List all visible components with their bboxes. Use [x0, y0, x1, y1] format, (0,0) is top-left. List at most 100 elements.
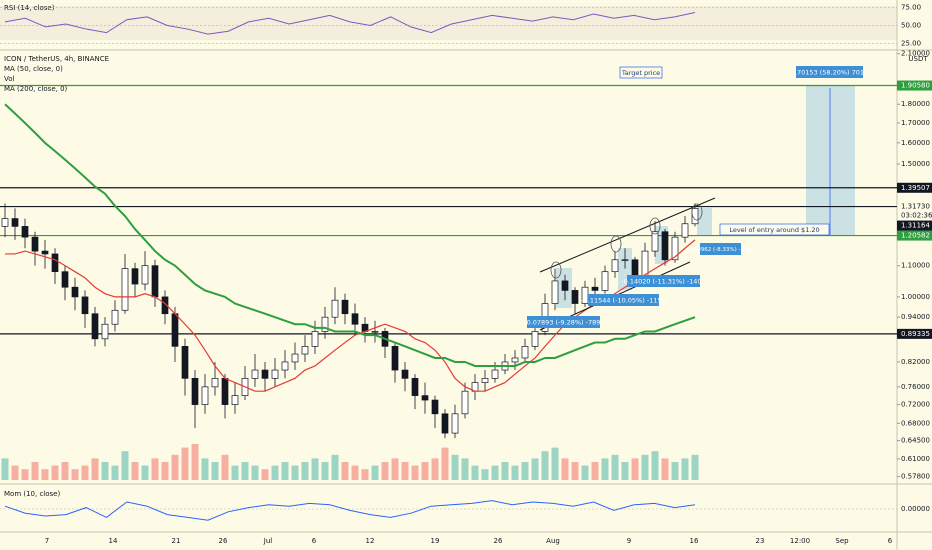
level-label: 1.39507 — [901, 184, 930, 192]
peak-circle — [550, 261, 562, 279]
volume-bar — [661, 458, 669, 480]
volume-bar — [501, 462, 509, 480]
candle-body — [301, 345, 309, 355]
peak-circle — [610, 235, 622, 253]
candle-body — [141, 265, 149, 285]
volume-bar — [331, 454, 339, 480]
candle-body — [151, 265, 159, 298]
volume-bar — [271, 465, 279, 480]
last-price-tag — [897, 220, 932, 231]
volume-bar — [491, 465, 499, 480]
volume-bar — [471, 465, 479, 480]
x-tick-label: 6 — [312, 537, 317, 545]
annotation-box — [796, 66, 863, 78]
x-tick-label: 9 — [627, 537, 631, 545]
candle-body — [231, 395, 239, 405]
candle-body — [101, 323, 109, 340]
volume-bar — [251, 465, 259, 480]
annotation: 0.70153 (58.20%) 7015 — [791, 69, 868, 77]
volume-bar — [61, 462, 69, 480]
y-tick-label: 0.64500 — [901, 437, 930, 445]
candle-body — [161, 296, 169, 315]
volume-bar — [181, 447, 189, 480]
level-label: 1.20582 — [901, 232, 930, 240]
volume-bar — [571, 462, 579, 480]
y-tick-label: 0.72000 — [901, 401, 930, 409]
unit-label: USDT — [908, 55, 928, 63]
candle-body — [451, 413, 459, 434]
candle-body — [351, 313, 359, 325]
last-price-label: 1.31164 — [901, 222, 930, 230]
volume-bar — [521, 462, 529, 480]
volume-bar — [81, 465, 89, 480]
volume-bar — [101, 462, 109, 480]
candle-body — [311, 331, 319, 347]
y-tick-label: 1.10000 — [901, 262, 930, 270]
candle-body — [181, 345, 189, 379]
volume-bar — [161, 462, 169, 480]
volume-bar — [21, 469, 29, 480]
annotation-box — [627, 275, 700, 287]
volume-bar — [361, 469, 369, 480]
volume-bar — [41, 469, 49, 480]
y-tick-label: 75.00 — [901, 4, 921, 12]
x-tick-label: 6 — [888, 537, 893, 545]
y-tick-label: 25.00 — [901, 39, 921, 47]
volume-bar — [191, 444, 199, 480]
mom-legend: Mom (10, close) — [4, 490, 60, 498]
volume-bar — [541, 451, 549, 480]
volume-bar — [261, 469, 269, 480]
volume-bar — [171, 454, 179, 480]
volume-bar — [441, 447, 449, 480]
candle-body — [201, 386, 209, 405]
candle-body — [431, 399, 439, 415]
y-tick-label: 0.00000 — [901, 505, 930, 513]
annotation-box — [700, 243, 741, 255]
candle-body — [341, 299, 349, 315]
measure-region — [697, 208, 712, 236]
candle-body — [561, 280, 569, 291]
annotation-box — [527, 316, 600, 328]
volume-bar — [421, 462, 429, 480]
candle-body — [41, 250, 49, 255]
annotation: Target price — [621, 69, 660, 77]
annotation: -0.14020 (-11.31%) -1402 — [621, 278, 705, 286]
x-tick-label: 19 — [431, 537, 440, 545]
volume-bar — [651, 451, 659, 480]
candle-body — [571, 290, 579, 304]
x-tick-label: 12 — [366, 537, 375, 545]
volume-bar — [631, 458, 639, 480]
candle-body — [591, 286, 599, 291]
candle-body — [651, 231, 659, 252]
candle-body — [371, 331, 379, 333]
volume-bar — [381, 462, 389, 480]
candle-body — [271, 369, 279, 379]
candle-body — [131, 268, 139, 285]
candle-body — [61, 271, 69, 288]
candle-body — [21, 226, 29, 238]
candle-body — [621, 259, 629, 261]
indicator-line — [4, 12, 696, 35]
volume-bar — [561, 458, 569, 480]
moving-average — [5, 239, 696, 392]
annotation: 0.07893 (-9.28%) -789 — [527, 319, 601, 327]
volume-bar — [401, 462, 409, 480]
volume-bar — [11, 465, 19, 480]
volume-bar — [691, 454, 699, 480]
candle-body — [171, 313, 179, 347]
rsi-band — [0, 6, 897, 40]
level-label: 1.31730 — [901, 203, 930, 211]
level-label: 1.90580 — [901, 82, 930, 90]
candle-body — [291, 353, 299, 363]
volume-bar — [601, 458, 609, 480]
y-tick-label: 0.94000 — [901, 313, 930, 321]
volume-bar — [291, 465, 299, 480]
volume-bar — [71, 469, 79, 480]
level-tag — [897, 80, 932, 91]
volume-bar — [201, 458, 209, 480]
trendline — [539, 197, 716, 273]
candle-body — [221, 377, 229, 405]
y-tick-label: 0.61000 — [901, 455, 930, 463]
level-tag — [897, 182, 932, 193]
